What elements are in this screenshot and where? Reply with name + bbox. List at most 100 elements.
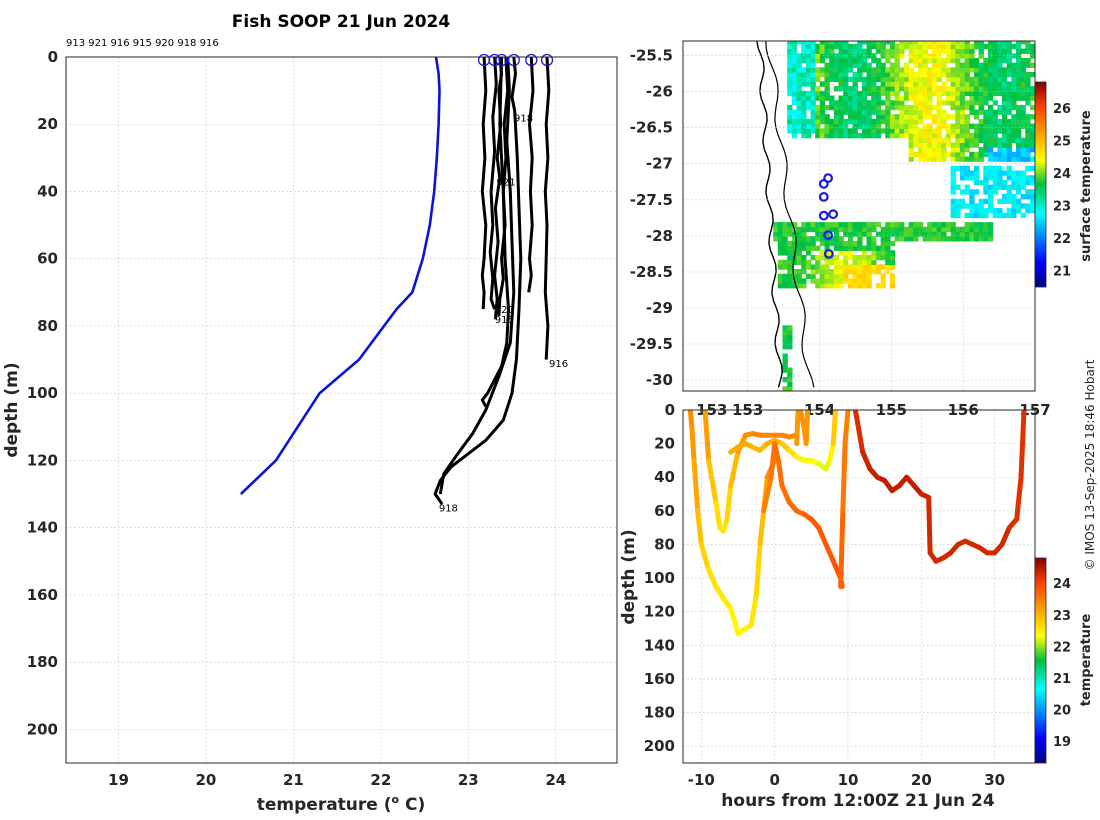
sst-cell <box>973 62 980 68</box>
sst-cell <box>899 222 905 228</box>
sst-cell <box>782 362 788 369</box>
sst-cell <box>829 53 835 59</box>
sst-cell <box>936 104 942 111</box>
sst-cell <box>936 133 942 139</box>
sst-cell <box>913 86 919 92</box>
sst-cell <box>1030 165 1035 172</box>
sst-cell <box>922 48 928 54</box>
sst-cell <box>847 104 854 111</box>
bottom-x-axis-label: hours from 12:00Z 21 Jun 24 <box>721 791 995 811</box>
left-y-tick-label: 20 <box>37 115 58 133</box>
sst-cell <box>978 198 984 204</box>
sst-cell <box>1006 41 1012 45</box>
sst-cell <box>847 43 854 50</box>
sst-cell <box>992 123 998 129</box>
sst-cell <box>964 67 970 73</box>
sst-cell <box>894 43 900 50</box>
sst-cell <box>903 226 910 233</box>
sst-cell <box>936 100 942 106</box>
sst-cell <box>805 226 812 233</box>
sst-cell <box>950 76 956 82</box>
sst-cell <box>908 133 914 139</box>
sst-cell <box>950 48 956 54</box>
sst-cell <box>843 53 849 59</box>
sst-cell <box>1025 41 1031 45</box>
sst-cell <box>866 43 872 50</box>
sst-cell <box>847 250 854 256</box>
sst-cell <box>838 109 844 115</box>
sst-cell <box>847 231 854 237</box>
sst-cell <box>791 67 798 73</box>
sst-cell <box>805 104 812 111</box>
sst-cell <box>908 118 914 125</box>
profile-line-913 <box>480 57 488 310</box>
sst-cell <box>931 151 938 158</box>
sst-cell <box>936 67 942 73</box>
sst-cell <box>908 95 914 101</box>
sst-cell <box>880 231 886 237</box>
sst-cell <box>903 62 910 68</box>
sst-cell <box>880 90 886 97</box>
left-x-tick-label: 22 <box>370 771 391 789</box>
sst-cell <box>843 43 849 50</box>
sst-cell <box>857 240 863 247</box>
sst-cell <box>903 81 910 87</box>
sst-cell <box>959 86 966 92</box>
sst-cell <box>913 72 919 78</box>
sst-cell <box>931 133 938 139</box>
sst-cell <box>796 259 802 265</box>
sst-cell <box>964 226 970 233</box>
sst-cell <box>913 100 919 106</box>
bottom-x-tick-label: 30 <box>984 771 1005 789</box>
sst-cell <box>796 128 802 134</box>
sst-cell <box>903 95 910 101</box>
sst-cell <box>1002 123 1008 129</box>
sst-cell <box>889 264 896 270</box>
sst-cell <box>955 58 961 64</box>
map-y-tick-label: -30 <box>646 371 673 389</box>
sst-cell <box>964 58 970 64</box>
sst-cell <box>973 236 980 242</box>
sst-cell <box>969 175 975 181</box>
sst-cell <box>927 142 933 148</box>
sst-cell <box>992 53 998 59</box>
sst-cell <box>1002 179 1008 186</box>
sst-cell <box>908 226 914 233</box>
sst-cell <box>889 62 896 68</box>
sst-cell <box>1016 76 1022 82</box>
sst-cell <box>941 231 947 237</box>
sst-cell <box>847 128 854 134</box>
sst-cell <box>959 147 966 153</box>
sst-cell <box>950 151 956 158</box>
sst-cell <box>796 62 802 68</box>
sst-cell <box>913 90 919 97</box>
sst-cell <box>810 264 816 270</box>
track-segment <box>830 410 839 447</box>
sst-cell <box>894 231 900 237</box>
sst-cell <box>852 109 858 115</box>
sst-cell <box>987 67 994 73</box>
sst-cell <box>805 58 812 64</box>
sst-cell <box>955 123 961 129</box>
sst-cell <box>875 62 882 68</box>
sst-cell <box>964 41 970 45</box>
sst-cell <box>922 58 928 64</box>
sst-cell <box>819 269 826 275</box>
map-coastline <box>756 41 815 388</box>
sst-cell <box>964 147 970 153</box>
sst-cell <box>987 48 994 54</box>
sst-cell <box>1002 104 1008 111</box>
sst-cell <box>880 273 886 279</box>
sst-cell <box>787 245 793 251</box>
sst-cell <box>1011 86 1017 92</box>
sst-cell <box>917 151 924 158</box>
sst-cell <box>866 245 872 251</box>
sst-cell <box>885 250 891 256</box>
bottom-y-tick-label: 100 <box>644 569 675 587</box>
sst-cell <box>922 231 928 237</box>
sst-cell <box>1011 203 1017 209</box>
sst-cell <box>861 259 868 265</box>
sst-cell <box>945 114 952 120</box>
sst-cell <box>987 81 994 87</box>
sst-cell <box>987 118 994 125</box>
